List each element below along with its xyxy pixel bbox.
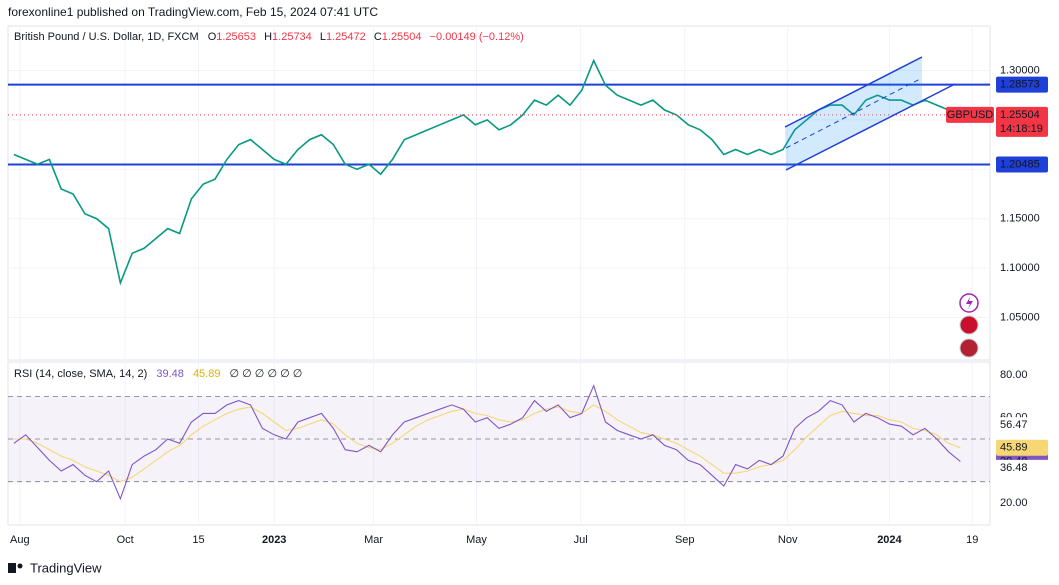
side-icons — [959, 293, 979, 358]
ohlc-label: C — [374, 31, 382, 43]
last-price-label: 1.25504 — [1000, 109, 1040, 121]
x-tick-label: Aug — [10, 534, 30, 546]
series-line — [13, 384, 961, 501]
x-tick-label: 2024 — [877, 534, 902, 546]
footer-brand: TradingView — [30, 560, 102, 575]
series-line — [13, 404, 961, 483]
footer-logo — [8, 563, 23, 573]
countdown-label: 14:18:19 — [1000, 123, 1043, 135]
logo-mark — [8, 563, 16, 573]
rsi-legend: RSI (14, close, SMA, 14, 2) 39.48 45.89 … — [14, 368, 302, 380]
x-tick-label: 2023 — [262, 534, 286, 546]
icon-bolt — [966, 297, 973, 309]
x-tick-label: 19 — [966, 534, 978, 546]
logo-dot — [17, 563, 23, 569]
level-label: 1.28573 — [1000, 78, 1040, 90]
x-tick-label: May — [466, 534, 487, 546]
grid — [8, 26, 990, 525]
series-value-label: 45.89 — [1000, 442, 1028, 454]
change: −0.00149 (−0.12%) — [430, 31, 524, 43]
axis-label: 56.47 — [1000, 419, 1028, 431]
y-tick-label: 1.15000 — [1000, 213, 1040, 225]
symbol-box — [946, 106, 994, 123]
x-tick-label: Jul — [574, 534, 588, 546]
last-price-box — [996, 106, 1048, 137]
level-label: 1.20485 — [1000, 158, 1040, 170]
x-tick-label: Mar — [364, 534, 383, 546]
symbol-label: GBPUSD — [947, 109, 994, 121]
ohlc-value: 1.25472 — [326, 31, 366, 43]
sma-value: 45.89 — [193, 368, 221, 380]
symbol-legend: British Pound / U.S. Dollar, 1D, FXCM O1… — [14, 31, 524, 43]
icon-flag-us — [959, 338, 979, 358]
symbol-title: British Pound / U.S. Dollar, 1D, FXCM — [14, 31, 199, 43]
x-tick-label: 15 — [192, 534, 204, 546]
x-tick-label: Sep — [675, 534, 695, 546]
ohlc-label: O — [208, 31, 217, 43]
rsi-title: RSI (14, close, SMA, 14, 2) — [14, 368, 147, 380]
rsi-pane — [7, 361, 991, 526]
ohlc-value: 1.25504 — [382, 31, 422, 43]
ohlc-value: 1.25653 — [216, 31, 256, 43]
channel-lower — [785, 83, 956, 171]
y-tick-label: 1.10000 — [1000, 262, 1040, 274]
ohlc-label: L — [320, 31, 326, 43]
rsi-extra: ∅ ∅ ∅ ∅ ∅ ∅ — [230, 368, 303, 380]
y-tick-label: 80.00 — [1000, 369, 1028, 381]
ohlc-label: H — [264, 31, 272, 43]
rsi-value: 39.48 — [156, 368, 184, 380]
level-label-box — [996, 76, 1048, 93]
icon-flag-gb — [959, 315, 979, 335]
marks — [8, 58, 990, 501]
axis-label-bg — [996, 417, 1048, 434]
y-tick-label: 1.05000 — [1000, 311, 1040, 323]
channel-mid — [785, 77, 923, 149]
channel-upper — [784, 56, 923, 128]
labels: Aug Oct 15 2023 Mar May Jul Sep Nov 2024 19 1.05000… — [10, 64, 1048, 546]
axis-label: 36.48 — [1000, 462, 1028, 474]
price-pane — [7, 25, 991, 361]
x-tick-label: Nov — [778, 534, 798, 546]
y-tick-label: 1.30000 — [1000, 64, 1040, 76]
series-value-label-box — [996, 439, 1048, 456]
axis-label-bg — [996, 459, 1048, 476]
y-tick-label: 20.00 — [1000, 497, 1028, 509]
publish-info: forexonline1 published on TradingView.co… — [8, 5, 378, 19]
x-tick-label: Oct — [117, 534, 134, 546]
level-label-box — [996, 156, 1048, 173]
series-line — [13, 58, 961, 286]
ohlc-value: 1.25734 — [272, 31, 312, 43]
